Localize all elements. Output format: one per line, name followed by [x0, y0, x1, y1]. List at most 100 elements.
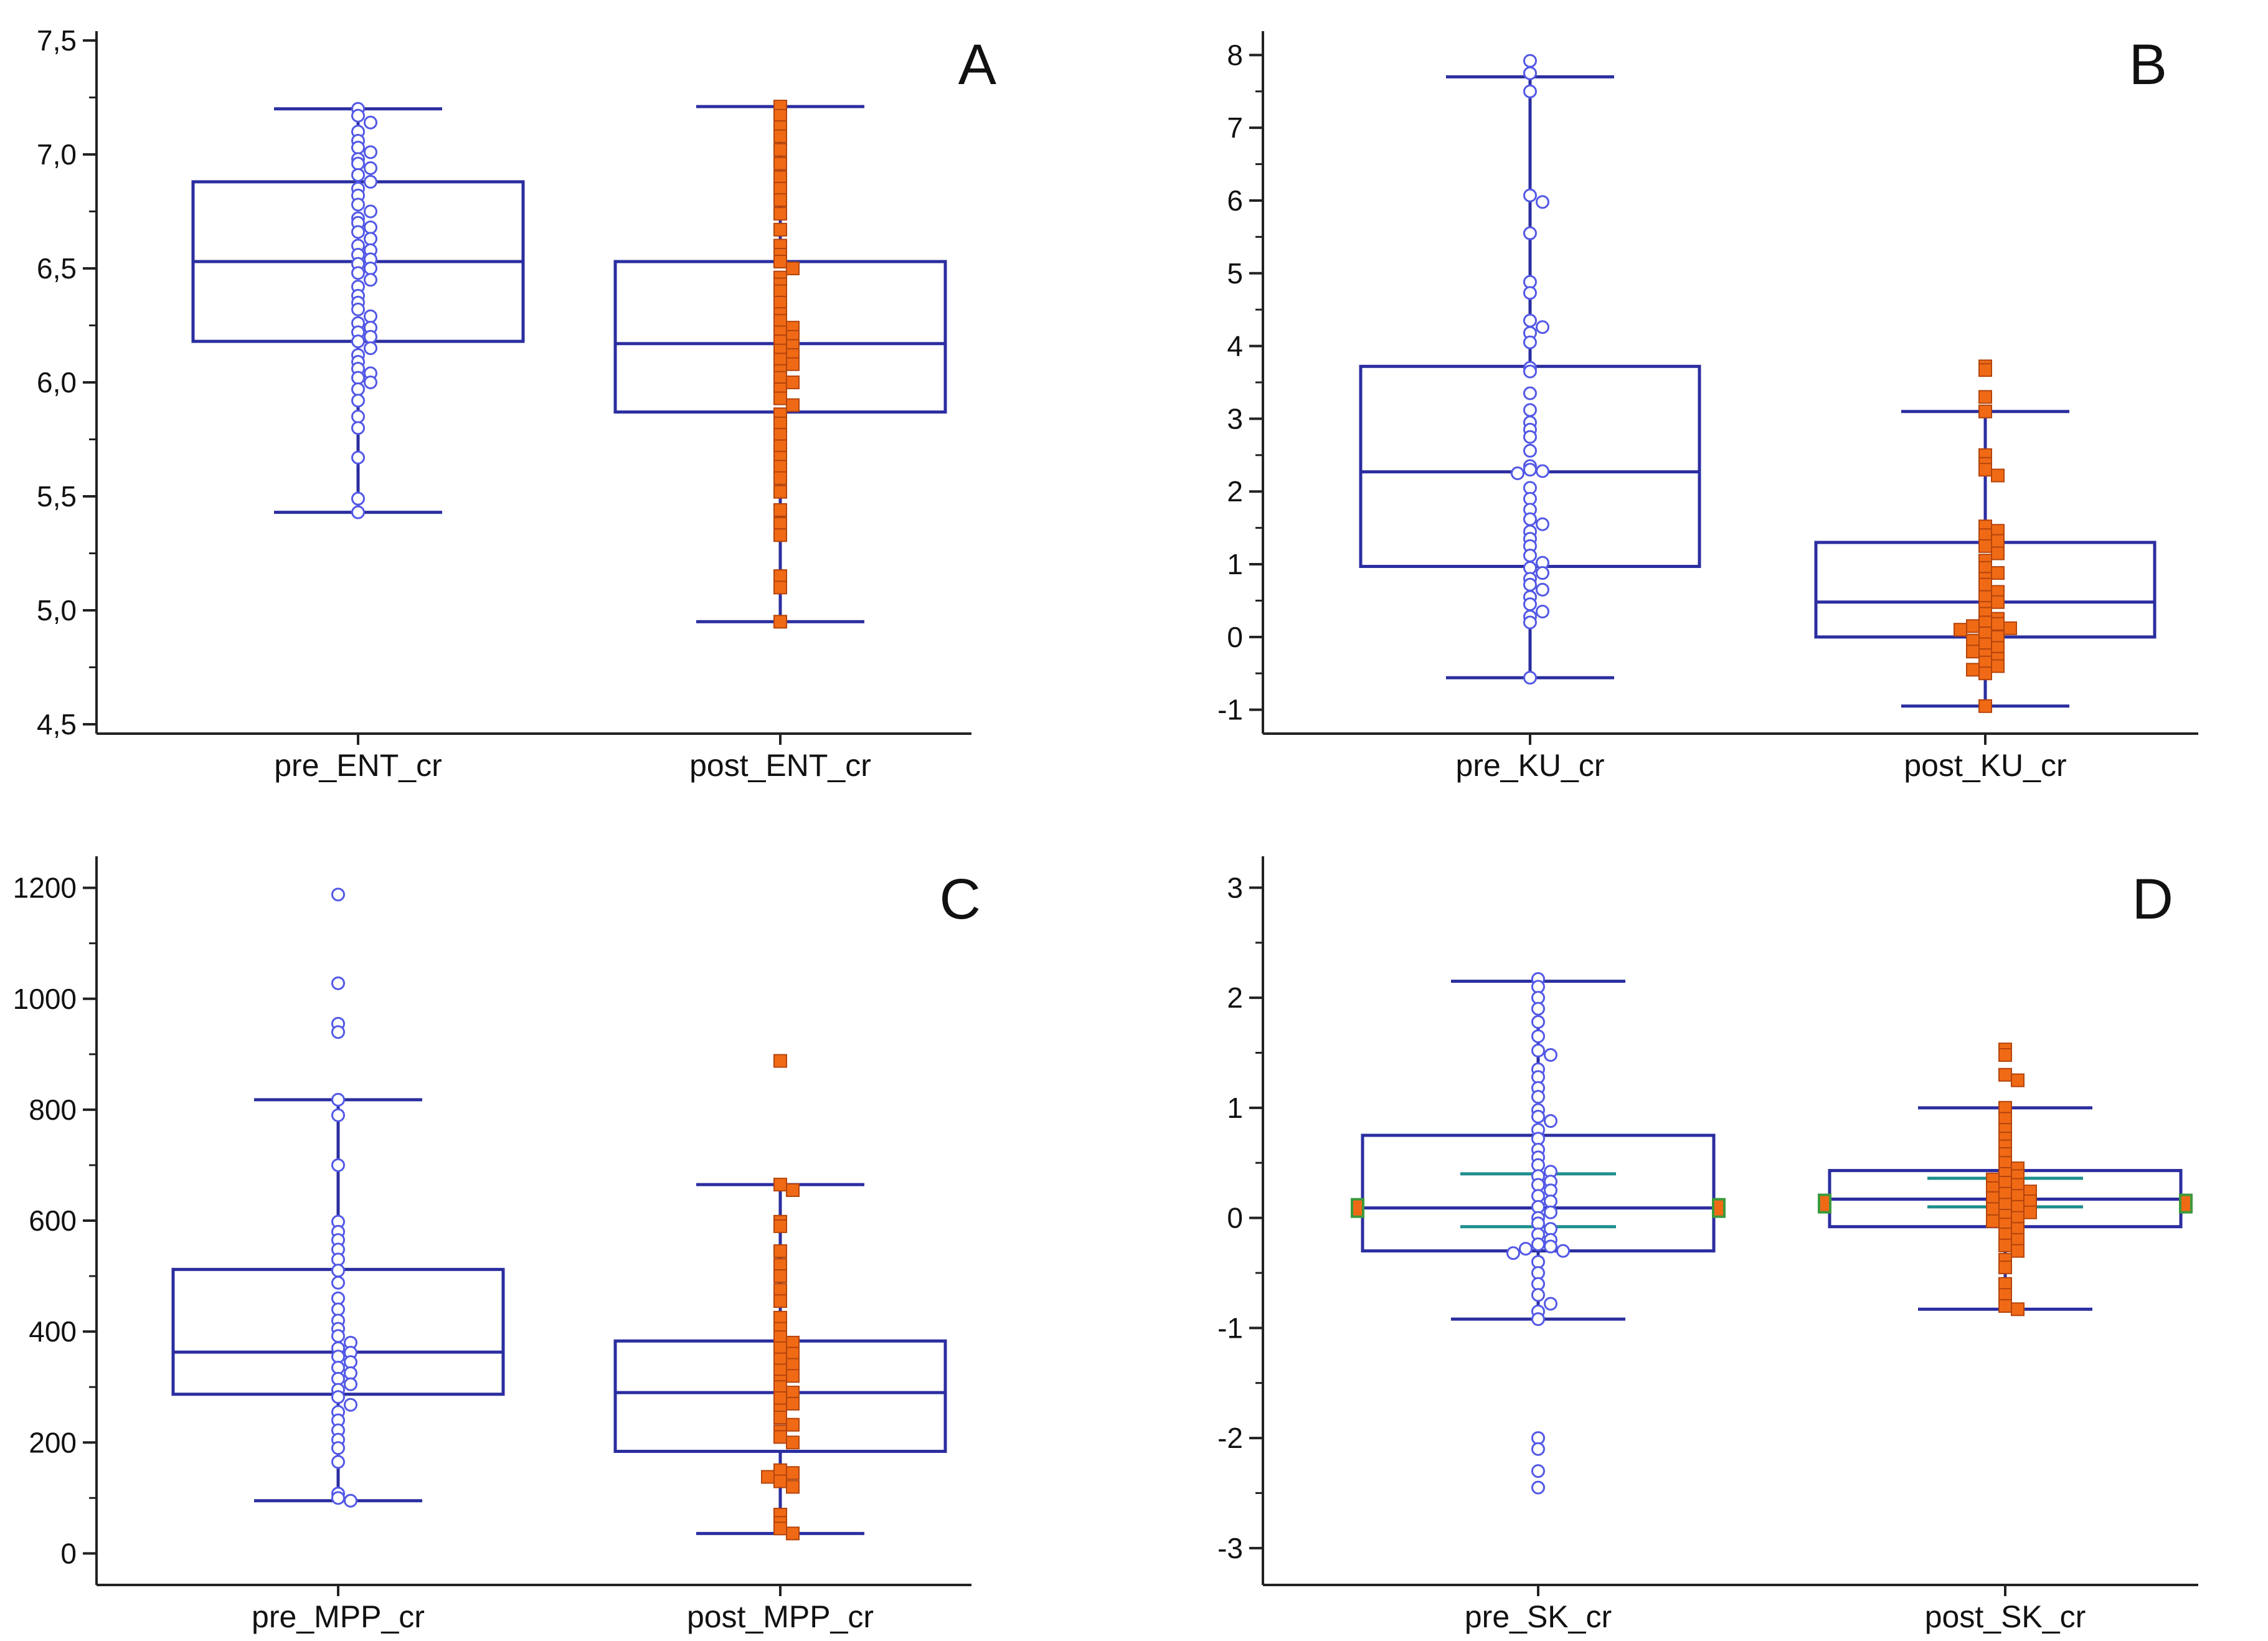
- data-point: [786, 1435, 800, 1450]
- data-point: [351, 197, 365, 212]
- data-point: [773, 371, 787, 385]
- data-point: [1978, 666, 1992, 681]
- data-point: [786, 1396, 800, 1411]
- data-point: [1991, 534, 2005, 548]
- data-point: [1531, 1442, 1545, 1456]
- data-point: [773, 222, 787, 237]
- data-point: [773, 1244, 787, 1258]
- data-point: [351, 141, 365, 155]
- data-point: [331, 1329, 345, 1343]
- data-point: [1978, 463, 1992, 477]
- data-point: [773, 295, 787, 310]
- y-tick-label: 800: [29, 1094, 77, 1126]
- data-point: [1523, 286, 1537, 300]
- data-point: [351, 334, 365, 349]
- data-point: [773, 503, 787, 517]
- data-point: [1531, 1237, 1545, 1251]
- data-point: [351, 225, 365, 239]
- data-point: [761, 1470, 775, 1484]
- data-point: [331, 1264, 345, 1278]
- data-point: [1998, 1298, 2012, 1313]
- data-point: [773, 471, 787, 485]
- data-point: [331, 1252, 345, 1267]
- data-point: [351, 394, 365, 408]
- notch-marker: [2179, 1193, 2193, 1214]
- data-point: [1536, 566, 1549, 580]
- data-point: [773, 1269, 787, 1284]
- data-point: [364, 262, 377, 275]
- y-tick-label: -2: [1217, 1422, 1243, 1454]
- data-point: [773, 391, 787, 405]
- data-point: [786, 262, 800, 275]
- data-point: [1523, 84, 1537, 98]
- y-tick-label: 1: [1227, 548, 1243, 580]
- data-point: [1966, 663, 1980, 677]
- data-point: [1523, 671, 1537, 685]
- y-tick-label: 1: [1227, 1092, 1243, 1124]
- data-point: [364, 115, 377, 130]
- data-point: [1523, 386, 1537, 400]
- y-tick-label: 1000: [13, 983, 77, 1015]
- data-point: [786, 1526, 800, 1541]
- data-point: [351, 266, 365, 280]
- data-point: [1531, 1189, 1545, 1203]
- data-point: [364, 145, 377, 159]
- data-point: [773, 516, 787, 531]
- data-point: [786, 1369, 800, 1383]
- data-point: [1986, 1214, 2000, 1228]
- data-point: [1998, 1238, 2012, 1252]
- data-point: [331, 1390, 345, 1404]
- data-point: [1544, 1205, 1557, 1219]
- y-tick-label: -1: [1217, 694, 1243, 726]
- data-point: [773, 181, 787, 196]
- x-category-label: pre_SK_cr: [1465, 1599, 1612, 1634]
- data-point: [786, 357, 800, 371]
- data-point: [773, 1219, 787, 1233]
- data-point: [1986, 1202, 2000, 1216]
- data-point: [773, 1474, 787, 1488]
- data-point: [2011, 1302, 2025, 1317]
- data-point: [773, 193, 787, 207]
- data-point: [2011, 1244, 2025, 1258]
- data-point: [364, 204, 377, 219]
- data-point: [773, 615, 787, 629]
- data-point: [773, 485, 787, 499]
- data-point: [1519, 1242, 1533, 1256]
- panel-letter: D: [2132, 868, 2173, 931]
- data-point: [331, 1302, 345, 1317]
- y-tick-label: 3: [1227, 871, 1243, 904]
- notch-marker: [1712, 1198, 1726, 1218]
- data-point: [1966, 619, 1980, 633]
- box-pre_ENT_cr: pre_ENT_cr: [191, 102, 525, 783]
- data-point: [1544, 1239, 1557, 1254]
- y-tick-label: 3: [1227, 402, 1243, 435]
- notch-marker: [1818, 1193, 1831, 1214]
- data-point: [351, 491, 365, 506]
- data-point: [1523, 512, 1537, 526]
- data-point: [1523, 188, 1537, 202]
- y-tick-label: 4: [1227, 330, 1243, 362]
- data-point: [1531, 1288, 1545, 1302]
- data-point: [1523, 443, 1537, 458]
- data-point: [351, 168, 365, 182]
- data-point: [1523, 364, 1537, 379]
- data-point: [1531, 1312, 1545, 1327]
- data-point: [1523, 66, 1537, 80]
- data-point: [1523, 549, 1537, 563]
- data-point: [351, 450, 365, 465]
- x-category-label: pre_KU_cr: [1456, 748, 1605, 783]
- x-category-label: post_MPP_cr: [687, 1599, 874, 1634]
- data-point: [351, 156, 365, 171]
- data-point: [1523, 313, 1537, 328]
- data-point: [773, 528, 787, 542]
- data-point: [773, 1521, 787, 1536]
- data-point: [1544, 1114, 1557, 1128]
- data-point: [364, 376, 377, 389]
- data-point: [1506, 1246, 1520, 1260]
- data-point: [773, 416, 787, 430]
- data-point: [344, 1366, 357, 1380]
- data-point: [331, 1361, 345, 1375]
- notch-marker: [1351, 1198, 1364, 1218]
- data-point: [1511, 466, 1524, 481]
